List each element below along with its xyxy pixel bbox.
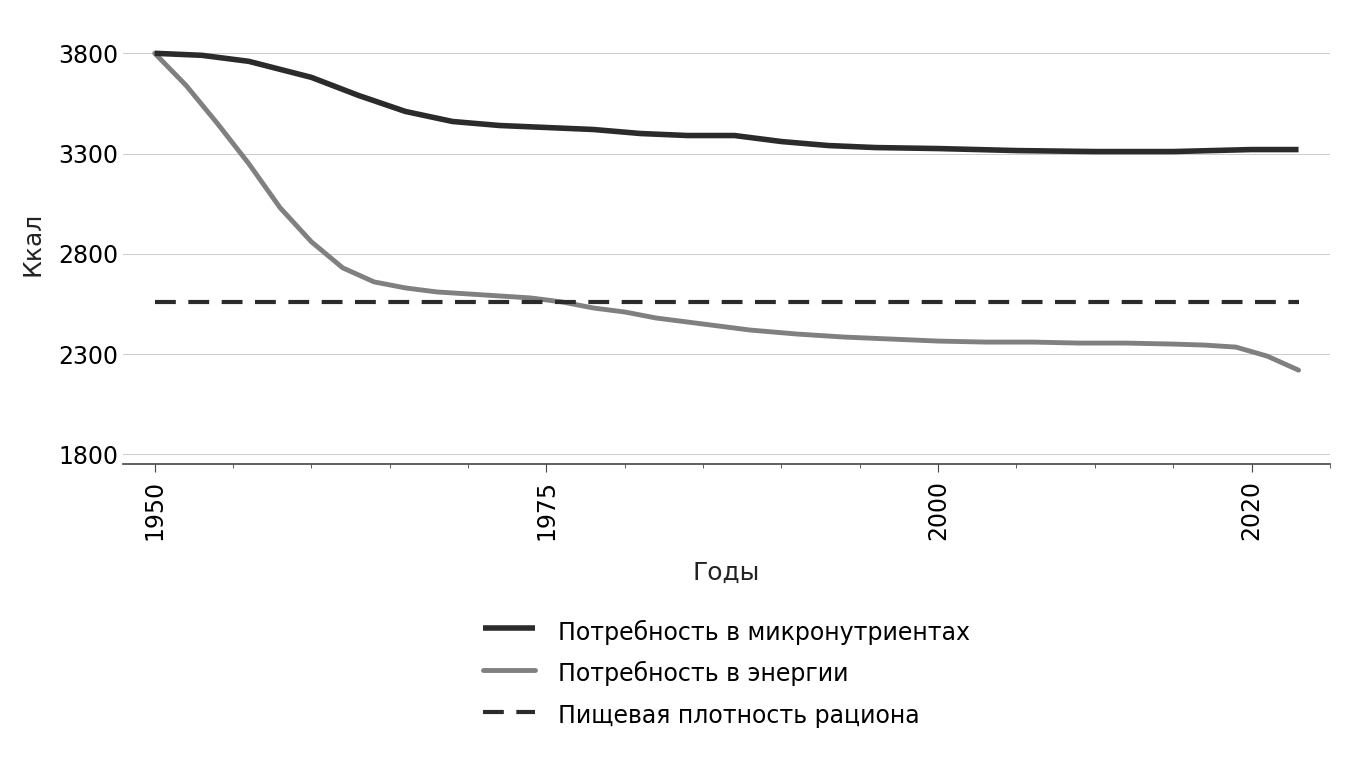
Потребность в энергии bbox=[585, 303, 602, 313]
Потребность в энергии bbox=[1117, 338, 1134, 348]
Потребность в микронутриентах bbox=[1290, 145, 1307, 154]
Потребность в энергии bbox=[1290, 365, 1307, 375]
Потребность в микронутриентах bbox=[679, 131, 695, 140]
Потребность в энергии bbox=[366, 277, 383, 286]
Потребность в микронутриентах bbox=[539, 123, 555, 132]
Потребность в микронутриентах bbox=[444, 117, 461, 126]
Потребность в энергии bbox=[554, 297, 570, 307]
Потребность в энергии bbox=[930, 337, 946, 346]
Потребность в энергии bbox=[1071, 338, 1087, 348]
Потребность в энергии bbox=[303, 237, 319, 246]
Потребность в энергии bbox=[617, 307, 633, 317]
Потребность в энергии bbox=[147, 49, 163, 58]
Потребность в энергии bbox=[695, 320, 712, 329]
Потребность в энергии bbox=[648, 313, 665, 323]
Потребность в микронутриентах bbox=[491, 121, 507, 130]
Y-axis label: Ккал: Ккал bbox=[21, 211, 44, 276]
Потребность в микронутриентах bbox=[585, 125, 602, 134]
Потребность в энергии bbox=[1227, 342, 1243, 351]
Потребность в микронутриентах bbox=[727, 131, 743, 140]
Потребность в энергии bbox=[883, 334, 899, 344]
Потребность в микронутриентах bbox=[303, 73, 319, 82]
Потребность в энергии bbox=[836, 332, 853, 341]
Потребность в энергии bbox=[522, 293, 539, 303]
Потребность в энергии bbox=[491, 291, 507, 300]
X-axis label: Годы: Годы bbox=[692, 560, 761, 584]
Потребность в энергии bbox=[1259, 351, 1275, 361]
Потребность в микронутриентах bbox=[930, 144, 946, 153]
Потребность в микронутриентах bbox=[240, 57, 256, 66]
Потребность в микронутриентах bbox=[1008, 146, 1024, 156]
Потребность в микронутриентах bbox=[193, 50, 210, 60]
Потребность в микронутриентах bbox=[350, 91, 366, 100]
Потребность в микронутриентах bbox=[1087, 147, 1104, 156]
Потребность в микронутриентах bbox=[398, 107, 414, 116]
Потребность в энергии bbox=[1197, 341, 1213, 350]
Потребность в энергии bbox=[335, 263, 351, 272]
Потребность в микронутриентах bbox=[1165, 147, 1182, 156]
Потребность в энергии bbox=[788, 330, 805, 339]
Потребность в энергии bbox=[429, 287, 446, 296]
Потребность в микронутриентах bbox=[147, 49, 163, 58]
Legend: Потребность в микронутриентах, Потребность в энергии, Пищевая плотность рациона: Потребность в микронутриентах, Потребнос… bbox=[483, 618, 971, 730]
Line: Потребность в энергии: Потребность в энергии bbox=[155, 53, 1298, 370]
Потребность в энергии bbox=[178, 80, 195, 90]
Потребность в микронутриентах bbox=[868, 143, 884, 152]
Потребность в микронутриентах bbox=[1243, 145, 1260, 154]
Потребность в энергии bbox=[742, 325, 758, 334]
Потребность в микронутриентах bbox=[632, 128, 648, 138]
Потребность в энергии bbox=[1165, 340, 1182, 349]
Потребность в энергии bbox=[398, 283, 414, 293]
Потребность в энергии bbox=[978, 337, 994, 347]
Потребность в энергии bbox=[240, 159, 256, 168]
Потребность в микронутриентах bbox=[820, 141, 836, 150]
Потребность в энергии bbox=[271, 203, 288, 212]
Потребность в микронутриентах bbox=[773, 137, 790, 146]
Line: Потребность в микронутриентах: Потребность в микронутриентах bbox=[155, 53, 1298, 152]
Потребность в энергии bbox=[1024, 337, 1041, 347]
Потребность в энергии bbox=[459, 289, 476, 299]
Потребность в энергии bbox=[210, 119, 226, 128]
